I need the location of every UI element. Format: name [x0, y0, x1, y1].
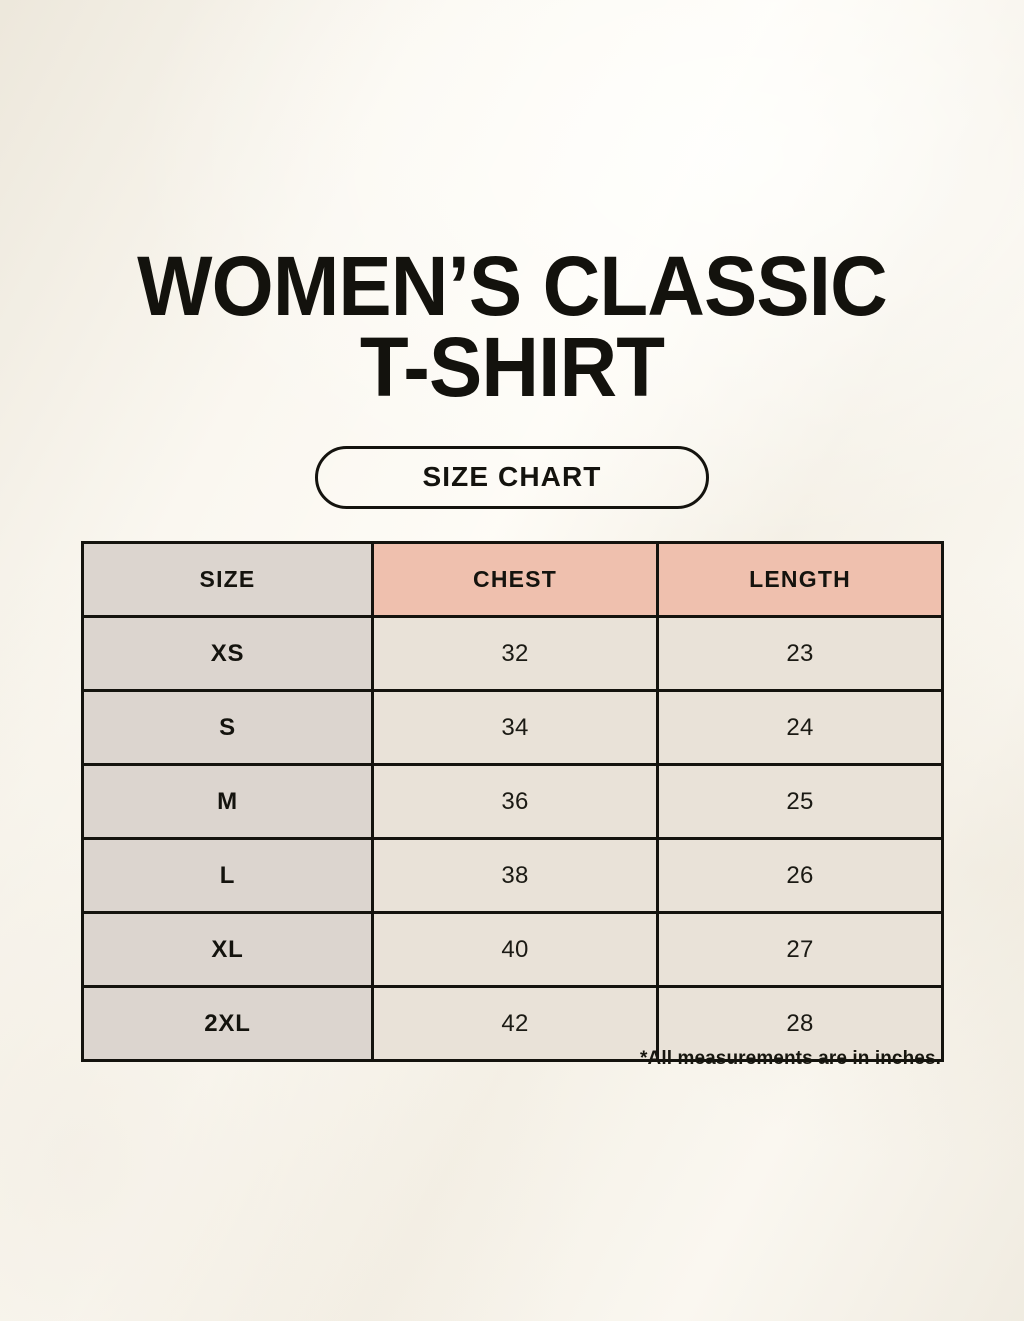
cell-length: 24: [656, 689, 944, 766]
column-header-size: SIZE: [81, 541, 374, 618]
table-row: M 36 25: [81, 763, 944, 840]
size-chart-table: SIZE CHEST LENGTH XS 32 23 S 34 24 M 36 …: [81, 541, 944, 1062]
cell-length: 25: [656, 763, 944, 840]
cell-size: XS: [81, 615, 374, 692]
cell-chest: 36: [371, 763, 659, 840]
table-row: XL 40 27: [81, 911, 944, 988]
size-chart-badge: SIZE CHART: [315, 446, 709, 509]
cell-chest: 34: [371, 689, 659, 766]
measurements-footnote: *All measurements are in inches.: [640, 1048, 941, 1069]
table-header-row: SIZE CHEST LENGTH: [81, 541, 944, 618]
badge-container: SIZE CHART: [0, 446, 1024, 509]
table-row: S 34 24: [81, 689, 944, 766]
cell-size: M: [81, 763, 374, 840]
column-header-length: LENGTH: [656, 541, 944, 618]
cell-size: S: [81, 689, 374, 766]
table-row: L 38 26: [81, 837, 944, 914]
cell-size: L: [81, 837, 374, 914]
cell-chest: 38: [371, 837, 659, 914]
cell-length: 26: [656, 837, 944, 914]
cell-chest: 40: [371, 911, 659, 988]
table-row: XS 32 23: [81, 615, 944, 692]
cell-size: XL: [81, 911, 374, 988]
cell-length: 27: [656, 911, 944, 988]
column-header-chest: CHEST: [371, 541, 659, 618]
page-title: WOMEN’S CLASSIC T-SHIRT: [137, 239, 888, 414]
cell-chest: 32: [371, 615, 659, 692]
cell-length: 23: [656, 615, 944, 692]
